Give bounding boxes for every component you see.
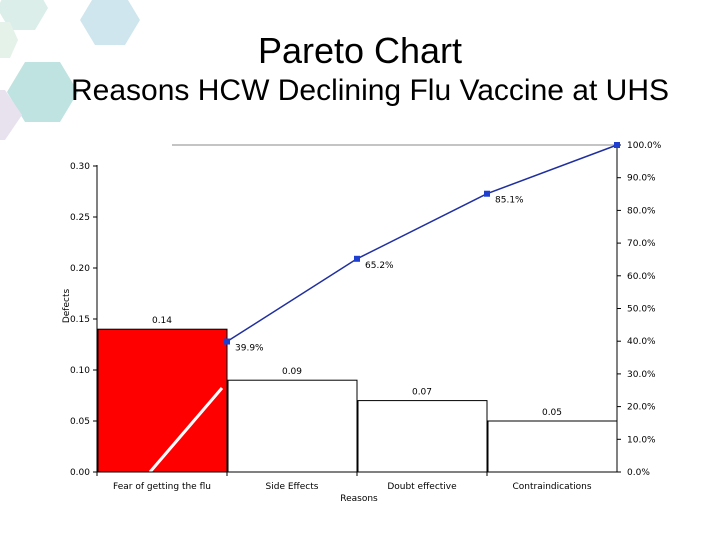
cumulative-line <box>226 144 618 343</box>
x-tick-label: Fear of getting the flu <box>113 482 211 492</box>
bar <box>227 379 358 473</box>
y2-tick-label: 30.0% <box>627 370 656 380</box>
hex-decoration <box>7 62 78 122</box>
y2-tick-label: 40.0% <box>627 337 656 347</box>
cumulative-marker <box>484 190 490 197</box>
y2-tick-label: 90.0% <box>627 174 656 184</box>
x-tick-label: Doubt effective <box>387 482 457 492</box>
bar-value-label: 0.09 <box>282 367 302 377</box>
y-tick-label: 0.25 <box>70 213 90 223</box>
y-tick-label: 0.05 <box>70 417 90 427</box>
y2-tick-label: 70.0% <box>627 239 656 249</box>
hex-decoration <box>0 22 18 58</box>
y2-tick-label: 20.0% <box>627 403 656 413</box>
chart-title: Pareto Chart <box>257 30 463 71</box>
cumulative-marker <box>614 142 620 148</box>
bar <box>357 400 488 473</box>
bar-value-label: 0.14 <box>152 316 172 326</box>
chart-subtitle: Reasons HCW Declining Flu Vaccine at UHS <box>71 74 669 107</box>
y-tick-label: 0.00 <box>70 468 90 478</box>
highlight-slash <box>148 387 224 473</box>
y2-tick-label: 60.0% <box>627 272 656 282</box>
y2-tick-label: 100.0% <box>627 141 662 151</box>
y-tick-label: 0.15 <box>70 315 90 325</box>
y-axis-title: Defects <box>62 289 72 324</box>
y-tick-label: 0.30 <box>70 162 90 172</box>
hex-decoration <box>0 90 22 140</box>
bar <box>487 420 618 473</box>
y-tick-label: 0.10 <box>70 366 90 376</box>
y2-tick-label: 80.0% <box>627 206 656 216</box>
decorative-hexagons <box>0 0 140 140</box>
hex-decoration <box>80 0 140 45</box>
cumulative-label: 85.1% <box>495 196 524 206</box>
y2-tick-label: 10.0% <box>627 435 656 445</box>
bar-value-label: 0.05 <box>542 408 562 418</box>
bar <box>97 328 228 473</box>
hex-decoration <box>0 0 48 30</box>
cumulative-marker <box>224 338 230 345</box>
y-tick-label: 0.20 <box>70 264 90 274</box>
x-tick-label: Contraindications <box>512 482 591 492</box>
x-tick-label: Side Effects <box>266 482 319 492</box>
cumulative-marker <box>354 255 360 262</box>
bar-value-label: 0.07 <box>412 388 432 398</box>
x-axis-title: Reasons <box>340 494 378 504</box>
y2-tick-label: 0.0% <box>627 468 650 478</box>
y2-tick-label: 50.0% <box>627 305 656 315</box>
cumulative-label: 39.9% <box>235 344 264 354</box>
cumulative-label: 65.2% <box>365 261 394 271</box>
